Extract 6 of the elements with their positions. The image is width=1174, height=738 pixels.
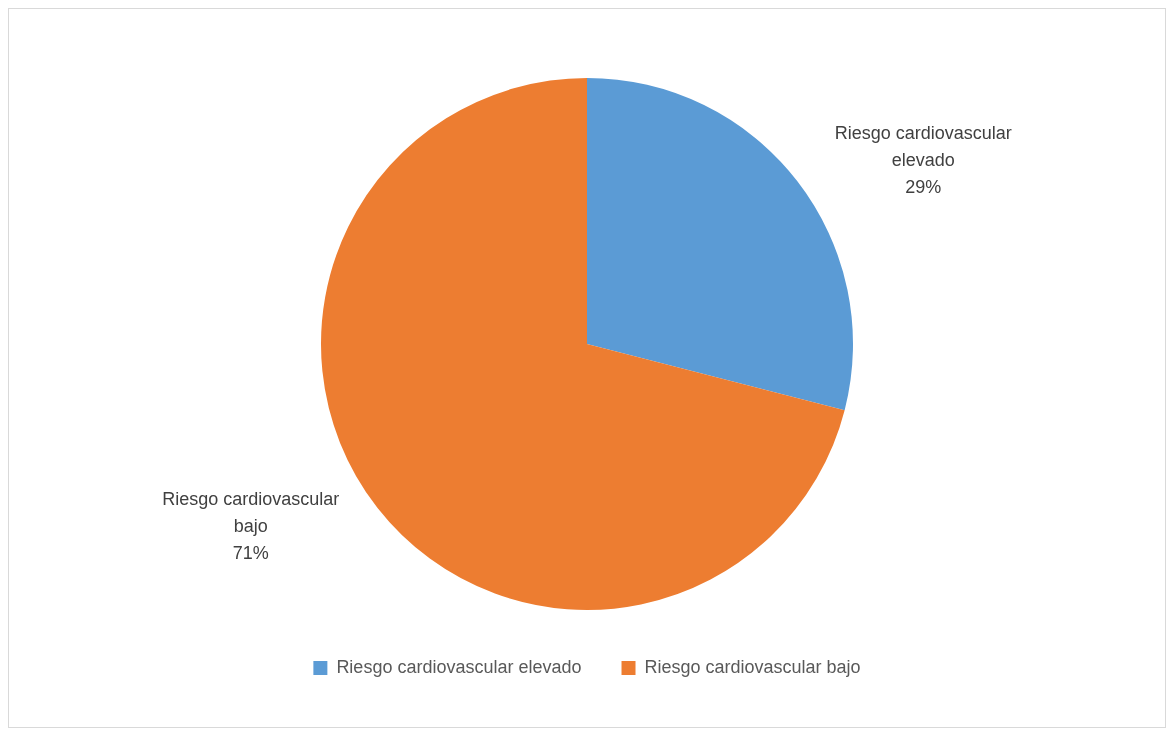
data-label: 29% xyxy=(905,177,942,198)
slice-label: Riesgo cardiovascular bajo xyxy=(162,488,340,536)
legend-label: Riesgo cardiovascular elevado xyxy=(336,656,582,677)
data-label: 71% xyxy=(232,542,269,563)
slice-label: Riesgo cardiovascular elevado xyxy=(834,123,1012,171)
legend-label: Riesgo cardiovascular bajo xyxy=(644,656,861,677)
